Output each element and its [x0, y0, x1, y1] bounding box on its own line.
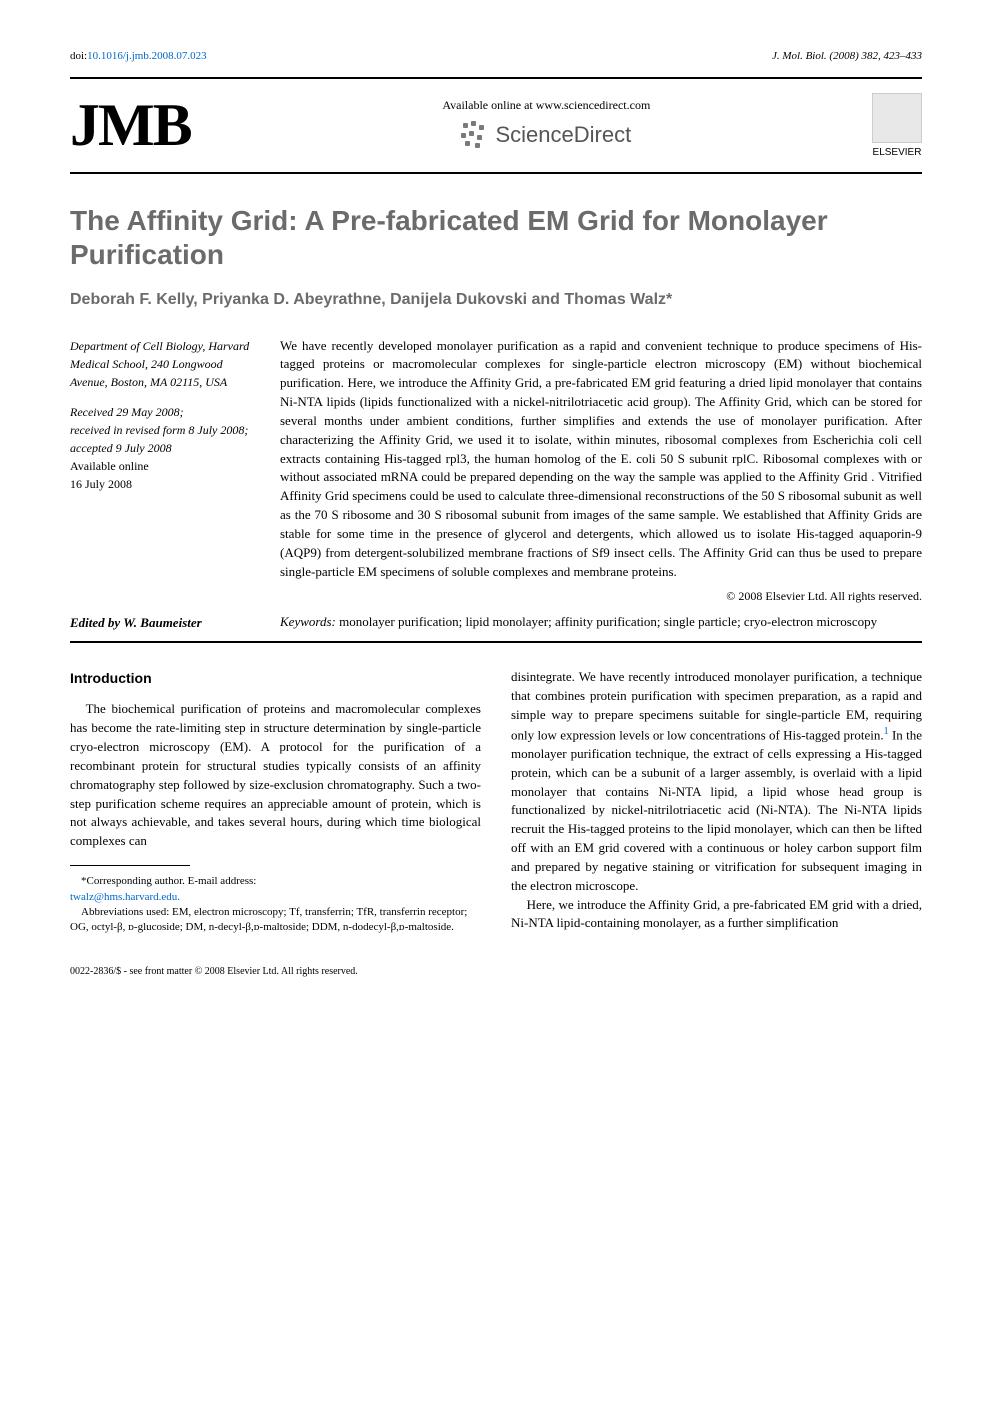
- corresponding-author-note: *Corresponding author. E-mail address: t…: [70, 874, 481, 905]
- doi-label: doi:: [70, 50, 87, 62]
- introduction-heading: Introduction: [70, 668, 481, 688]
- abstract-column: We have recently developed monolayer pur…: [280, 337, 922, 605]
- header-center: Available online at www.sciencedirect.co…: [221, 98, 872, 153]
- date-online: 16 July 2008: [70, 477, 132, 491]
- intro-p2a: disintegrate. We have recently introduce…: [511, 669, 922, 742]
- intro-paragraph-3: Here, we introduce the Affinity Grid, a …: [511, 896, 922, 934]
- doi-journal-line: doi:10.1016/j.jmb.2008.07.023 J. Mol. Bi…: [70, 50, 922, 62]
- footer-copyright: 0022-2836/$ - see front matter © 2008 El…: [70, 966, 922, 977]
- date-online-label: Available online: [70, 459, 149, 473]
- date-received: Received 29 May 2008;: [70, 405, 184, 419]
- keywords-block: Keywords: monolayer purification; lipid …: [280, 613, 922, 631]
- intro-p2b: In the monolayer purification technique,…: [511, 727, 922, 893]
- abbreviations-note: Abbreviations used: EM, electron microsc…: [70, 905, 481, 936]
- date-history: Received 29 May 2008; received in revise…: [70, 403, 250, 493]
- body-columns: Introduction The biochemical purificatio…: [70, 668, 922, 936]
- keywords-label: Keywords:: [280, 614, 336, 629]
- intro-paragraph-2: disintegrate. We have recently introduce…: [511, 668, 922, 895]
- keywords-editor-row: Edited by W. Baumeister Keywords: monola…: [70, 613, 922, 643]
- article-title: The Affinity Grid: A Pre-fabricated EM G…: [70, 204, 922, 271]
- elsevier-tree-icon: [872, 93, 922, 143]
- meta-column: Department of Cell Biology, Harvard Medi…: [70, 337, 250, 605]
- jmb-logo: JMB: [70, 91, 191, 160]
- abstract-text: We have recently developed monolayer pur…: [280, 338, 922, 579]
- corresponding-label: *Corresponding author. E-mail address:: [81, 875, 256, 887]
- affiliation: Department of Cell Biology, Harvard Medi…: [70, 337, 250, 391]
- sciencedirect-logo: ScienceDirect: [461, 121, 631, 149]
- meta-abstract-row: Department of Cell Biology, Harvard Medi…: [70, 337, 922, 605]
- date-accepted: accepted 9 July 2008: [70, 441, 172, 455]
- journal-reference: J. Mol. Biol. (2008) 382, 423–433: [772, 50, 922, 62]
- author-list: Deborah F. Kelly, Priyanka D. Abeyrathne…: [70, 289, 922, 311]
- footnotes-block: *Corresponding author. E-mail address: t…: [70, 874, 481, 936]
- elsevier-text: ELSEVIER: [872, 147, 922, 158]
- body-left-column: Introduction The biochemical purificatio…: [70, 668, 481, 936]
- journal-header-bar: JMB Available online at www.sciencedirec…: [70, 77, 922, 174]
- edited-by: Edited by W. Baumeister: [70, 615, 250, 631]
- corresponding-email[interactable]: twalz@hms.harvard.edu.: [70, 891, 180, 903]
- copyright-line: © 2008 Elsevier Ltd. All rights reserved…: [280, 588, 922, 605]
- elsevier-logo-block: ELSEVIER: [872, 93, 922, 158]
- available-online-text: Available online at www.sciencedirect.co…: [221, 98, 872, 113]
- sciencedirect-icon: [461, 121, 489, 149]
- body-right-column: disintegrate. We have recently introduce…: [511, 668, 922, 936]
- date-revised: received in revised form 8 July 2008;: [70, 423, 248, 437]
- doi-link[interactable]: 10.1016/j.jmb.2008.07.023: [87, 50, 206, 62]
- doi-block: doi:10.1016/j.jmb.2008.07.023: [70, 50, 207, 62]
- keywords-text: monolayer purification; lipid monolayer;…: [339, 614, 877, 629]
- intro-paragraph-1: The biochemical purification of proteins…: [70, 700, 481, 851]
- footnote-separator: [70, 865, 190, 866]
- sciencedirect-text: ScienceDirect: [495, 122, 631, 148]
